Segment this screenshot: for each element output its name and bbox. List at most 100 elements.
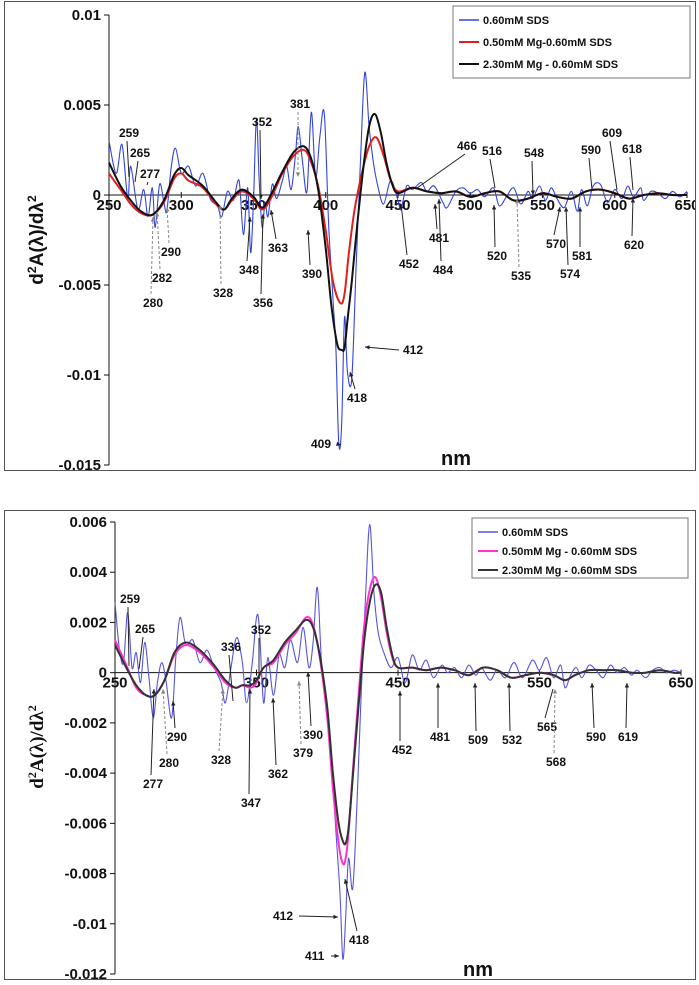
peak-label: 412: [403, 343, 423, 357]
peak-arrowhead: [306, 672, 311, 677]
peak-label: 452: [399, 257, 419, 271]
peak-label: 481: [429, 231, 449, 245]
peak-label: 280: [143, 296, 163, 310]
peak-arrowhead: [171, 701, 176, 706]
peak-label: 535: [511, 269, 531, 283]
y-tick-label: -0.01: [67, 367, 101, 384]
peak-arrowhead: [217, 205, 223, 210]
peak-leader: [591, 682, 595, 729]
peak-label: 418: [347, 391, 367, 405]
y-tick-label: 0.005: [63, 97, 101, 114]
peak-label: 265: [130, 146, 150, 160]
peak-leader: [307, 229, 311, 266]
peak-arrowhead: [296, 681, 302, 686]
peak-leader: [416, 153, 466, 189]
peak-leader: [219, 204, 222, 285]
peak-leader: [228, 654, 234, 702]
peak-label: 568: [546, 755, 566, 769]
peak-leader: [298, 680, 302, 745]
y-tick-label: -0.012: [64, 966, 107, 979]
peak-leader: [489, 158, 496, 189]
peak-arrowhead: [590, 683, 595, 688]
y-axis-title-part: d: [27, 778, 48, 789]
y-axis-title-part: 2: [25, 195, 39, 202]
peak-label: 282: [152, 271, 172, 285]
peak-leader: [553, 206, 561, 236]
peak-leader: [270, 209, 277, 240]
peak-leader: [126, 140, 130, 178]
peak-label: 290: [161, 245, 181, 259]
peak-leader: [146, 181, 149, 186]
x-tick-label: 500: [458, 197, 483, 214]
peak-arrowhead: [161, 689, 166, 694]
peak-arrowhead: [472, 683, 478, 688]
series-line-2: [108, 136, 688, 305]
x-axis-title: nm: [463, 959, 493, 979]
y-axis-title-part: d: [27, 273, 48, 285]
series-line-2: [114, 576, 682, 866]
peak-leader: [588, 157, 593, 191]
peak-leader: [260, 213, 264, 295]
peak-leader: [625, 682, 628, 729]
y-tick-label: -0.006: [64, 815, 107, 832]
peak-label: 418: [349, 933, 369, 947]
peak-label: 609: [602, 126, 622, 140]
peak-leader: [544, 688, 554, 719]
peak-arrowhead: [306, 230, 311, 235]
peak-label: 328: [211, 753, 231, 767]
peak-label: 452: [392, 743, 412, 757]
y-axis-title-part: A(λ)/dλ: [27, 711, 48, 773]
peak-leader: [629, 156, 634, 191]
peak-leader: [508, 682, 511, 732]
peak-arrowhead: [333, 914, 338, 920]
peak-leader: [150, 688, 155, 776]
peak-leader: [166, 206, 170, 244]
y-axis-title-part: 2: [25, 705, 39, 711]
peak-label: 265: [135, 622, 155, 636]
peak-arrowhead: [435, 683, 441, 688]
peak-arrowhead: [514, 199, 520, 204]
peak-label: 379: [293, 746, 313, 760]
peak-arrowhead: [151, 689, 157, 694]
peak-arrowhead: [556, 207, 562, 212]
y-axis-title-part: 2: [25, 266, 39, 273]
peak-arrowhead: [630, 198, 636, 203]
peak-leader: [531, 160, 534, 196]
peak-label: 328: [213, 286, 233, 300]
y-tick-label: 0.006: [69, 514, 107, 531]
peak-label: 484: [433, 263, 453, 277]
peak-label: 516: [482, 144, 502, 158]
peak-leader: [138, 636, 144, 670]
peak-arrowhead: [506, 683, 512, 688]
peak-label: 290: [167, 730, 187, 744]
x-tick-label: 450: [385, 197, 410, 214]
y-axis-title-part: 2: [25, 772, 39, 778]
peak-label: 348: [239, 263, 259, 277]
peak-arrowhead: [365, 345, 370, 350]
peak-label: 362: [268, 767, 288, 781]
peak-label: 532: [502, 733, 522, 747]
x-tick-label: 250: [96, 197, 121, 214]
y-tick-label: -0.005: [58, 277, 101, 294]
peak-arrowhead: [349, 372, 354, 377]
peak-leader: [344, 878, 358, 932]
peak-label: 352: [252, 115, 272, 129]
peak-label: 411: [305, 949, 325, 963]
x-tick-label: 300: [169, 197, 194, 214]
peak-arrowhead: [150, 217, 156, 222]
y-tick-label: 0.01: [72, 7, 101, 24]
chart-bottom: 0.006 0.004 0.002 0 -0.002 -0.004 -0.006 -0.008…: [25, 514, 694, 979]
peak-label: 352: [251, 623, 271, 637]
y-axis-title: d2A(λ)/dλ2: [25, 195, 48, 285]
peak-arrowhead: [397, 691, 403, 696]
peak-label: 347: [241, 796, 261, 810]
x-tick-label: 550: [527, 675, 552, 692]
y-tick-label: 0: [99, 665, 107, 682]
peak-leader: [364, 346, 400, 351]
legend-label: 2.30mM Mg - 0.60mM SDS: [483, 59, 618, 71]
peak-label: 620: [624, 238, 644, 252]
y-tick-label: -0.004: [64, 765, 107, 782]
peak-label: 466: [457, 139, 477, 153]
peak-leader: [609, 140, 618, 191]
